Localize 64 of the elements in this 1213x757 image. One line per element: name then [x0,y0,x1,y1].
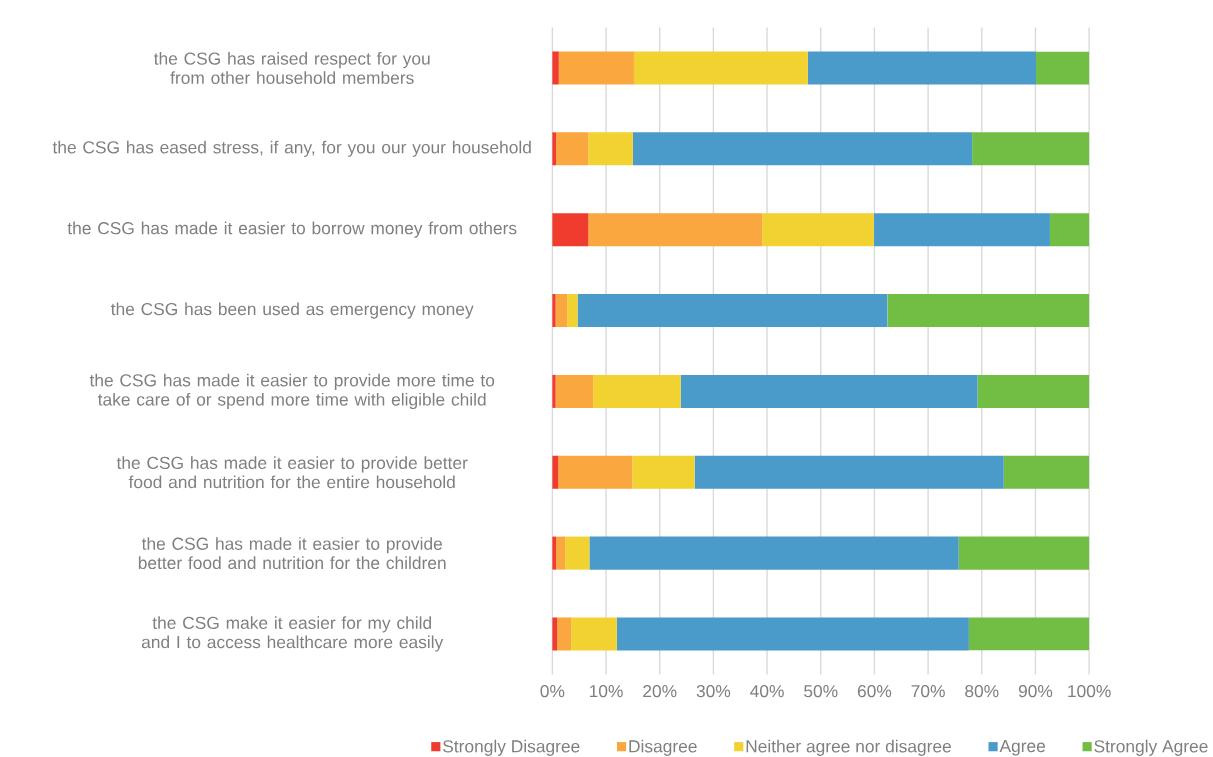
bar [556,536,566,570]
x-tick-label: 90% [1018,684,1053,698]
y-tick-label: the CSG make it easier for my child and I to access healthcare more easily [141,616,444,652]
bar [558,51,634,85]
x-tick-label: 10% [589,684,623,698]
bar [558,455,633,489]
bar [589,536,959,570]
bar [968,617,1090,651]
bar [557,617,572,651]
bar [552,536,557,570]
bar [552,374,556,408]
y-tick-label: the CSG has made it easier to provide better food and nutrition for the children [138,537,446,569]
bar [588,132,633,166]
bar [577,293,888,327]
bar [556,132,589,166]
bar [616,617,969,651]
bar [593,374,681,408]
bar [680,374,978,408]
x-tick-label: 0% [540,684,565,698]
y-tick-label: the CSG has made it easier to borrow money from others [67,221,517,238]
legend-label: Agree [999,739,1046,756]
bar [632,455,695,489]
bar [555,293,568,327]
bar [571,617,617,651]
bar [887,293,1090,327]
bar [555,374,594,408]
bar [972,132,1090,166]
x-tick-label: 30% [696,684,731,698]
bar [552,293,556,327]
bar [588,213,763,247]
y-tick-label: the CSG has made it easier to provide more time to take care of or spend more time with eligible child [89,373,495,409]
bar [632,132,973,166]
bar [552,455,559,489]
bar [807,51,1036,85]
x-tick-label: 80% [965,684,999,698]
y-tick-label: the CSG has eased stress, if any, for you our your household [52,140,531,157]
x-tick-label: 20% [643,684,677,698]
x-tick-label: 70% [911,684,945,698]
bar [1035,51,1090,85]
x-tick-label: 100% [1068,684,1111,698]
bar [552,51,559,85]
bar [552,617,558,651]
bar [633,51,808,85]
bar [552,132,557,166]
legend-label: Strongly Disagree [443,739,580,756]
legend-label: Disagree [629,739,697,756]
bar [958,536,1090,570]
legend-label: Strongly Agree [1094,739,1208,756]
bar [1003,455,1090,489]
bar [552,213,589,247]
bar [762,213,874,247]
y-tick-label: the CSG has made it easier to provide better food and nutrition for the entire household [116,456,468,489]
bar [873,213,1050,247]
y-tick-label: the CSG has been used as emergency money [110,302,474,319]
bar [1049,213,1090,247]
legend-label: Neither agree nor disagree [746,739,951,756]
x-tick-label: 40% [750,684,784,698]
bar [567,293,578,327]
x-tick-label: 60% [857,684,892,698]
y-tick-label: the CSG has raised respect for you from other household members [153,51,430,84]
x-tick-label: 50% [804,684,838,698]
bar [565,536,590,570]
bar [977,374,1090,408]
bar [694,455,1004,489]
